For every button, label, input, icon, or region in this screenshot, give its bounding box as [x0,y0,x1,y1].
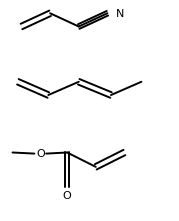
Text: O: O [36,149,45,159]
Text: N: N [115,9,124,19]
Text: O: O [63,191,71,201]
